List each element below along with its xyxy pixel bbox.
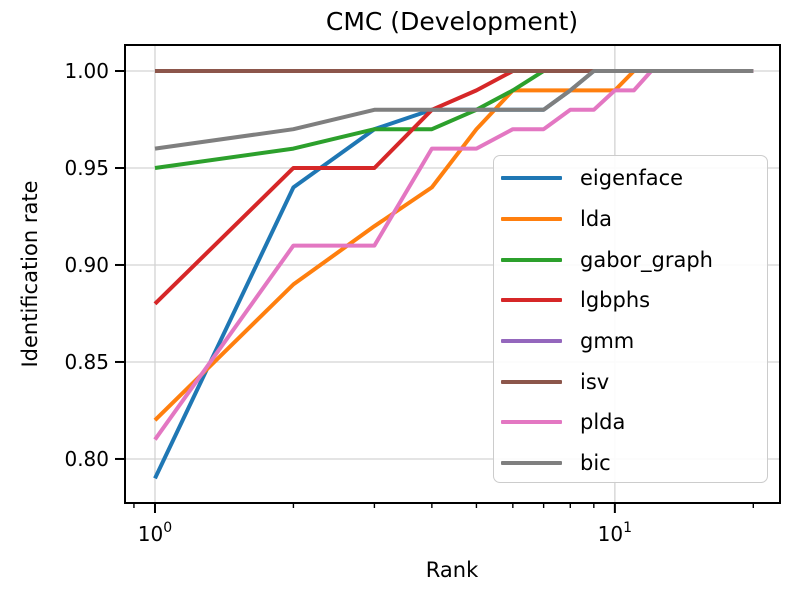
legend-label: lda	[580, 207, 613, 232]
margin-mask	[0, 505, 800, 600]
y-tick-label: 0.90	[64, 253, 109, 277]
legend-item-gabor_graph: gabor_graph	[494, 239, 767, 280]
legend-label: lgbphs	[580, 288, 651, 313]
legend-swatch-eigenface	[501, 176, 562, 181]
y-axis-label: Identification rate	[18, 180, 42, 368]
plot-border	[124, 44, 781, 504]
legend-swatch-isv	[501, 379, 562, 384]
legend-label: gmm	[580, 329, 635, 354]
y-tick-label: 0.80	[64, 447, 109, 471]
x-tick-label: 100	[138, 520, 172, 546]
legend-item-gmm: gmm	[494, 321, 767, 362]
series-line-gabor_graph	[154, 68, 754, 170]
legend-item-lgbphs: lgbphs	[494, 280, 767, 321]
legend-swatch-bic	[501, 461, 562, 466]
chart-title: CMC (Development)	[325, 7, 579, 36]
legend-item-isv: isv	[494, 361, 767, 402]
legend-swatch-gmm	[501, 339, 562, 344]
legend-label: eigenface	[580, 166, 684, 191]
legend-item-eigenface: eigenface	[494, 158, 767, 199]
legend-item-plda: plda	[494, 402, 767, 443]
x-axis-label: Rank	[425, 558, 479, 582]
y-tick-label: 1.00	[64, 59, 109, 83]
series-line-bic	[154, 68, 754, 151]
y-tick-label: 0.85	[64, 350, 109, 374]
legend-swatch-lgbphs	[501, 298, 562, 303]
legend-swatch-lda	[501, 217, 562, 222]
legend-label: bic	[580, 451, 611, 476]
legend-swatch-plda	[501, 420, 562, 425]
legend-label: isv	[580, 369, 610, 394]
legend-item-lda: lda	[494, 199, 767, 240]
legend-label: plda	[580, 410, 626, 435]
legend-label: gabor_graph	[580, 247, 713, 272]
legend-swatch-gabor_graph	[501, 257, 562, 262]
x-tick-label: 101	[598, 520, 632, 546]
y-tick-label: 0.95	[64, 156, 109, 180]
margin-mask	[0, 0, 800, 43]
legend-item-bic: bic	[494, 443, 767, 484]
